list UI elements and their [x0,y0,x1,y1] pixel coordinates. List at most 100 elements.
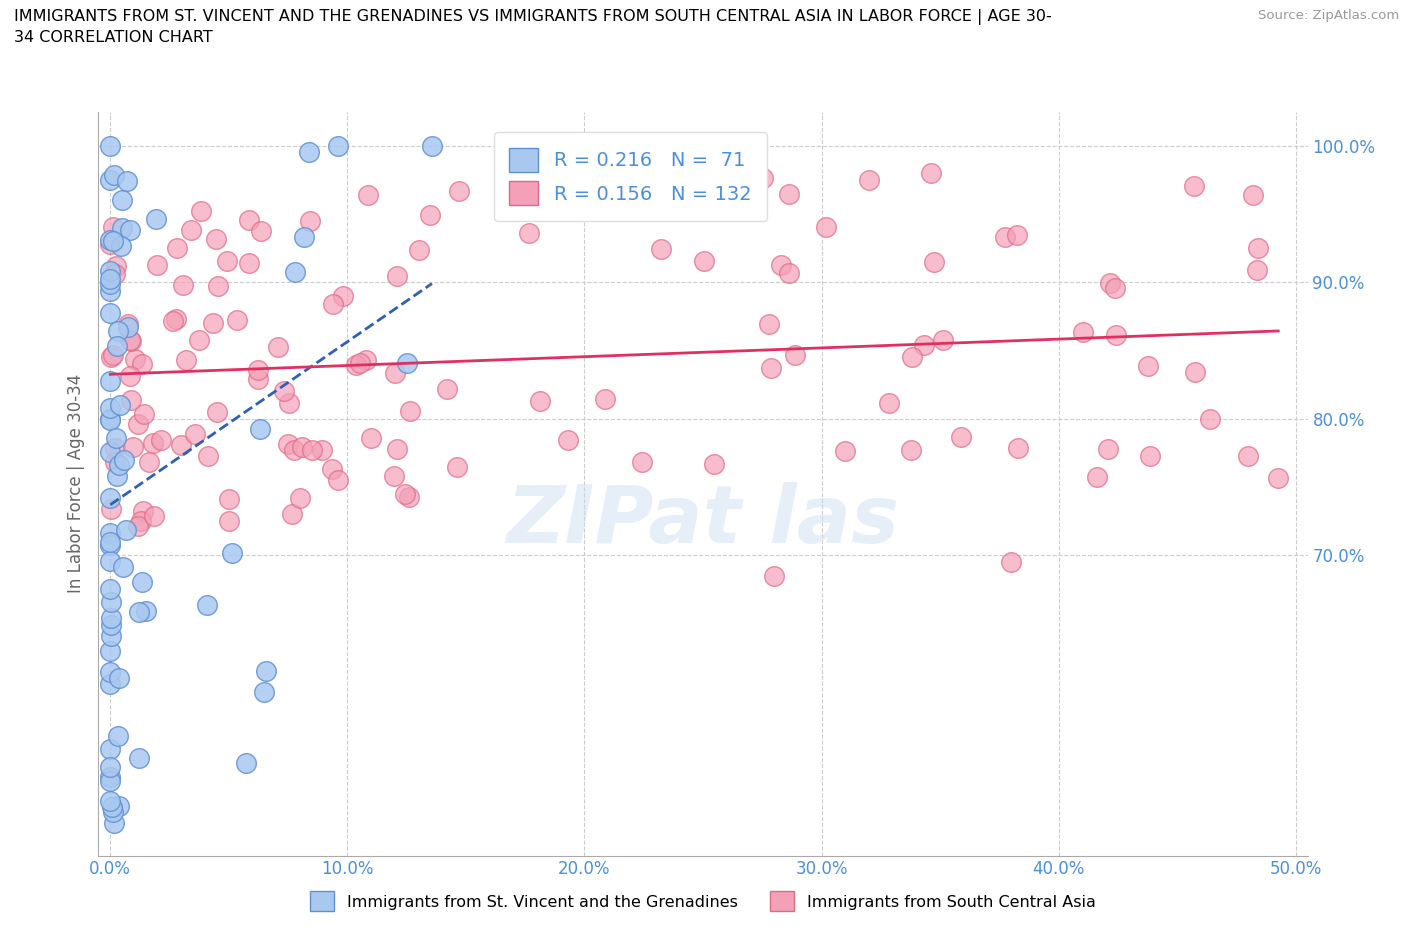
Point [103,233,125,248]
Point [107,324,129,339]
Point [98,793,121,808]
Point [197,448,219,463]
Point [101,804,124,819]
Point [135,603,157,618]
Point [924,255,946,270]
Point [98,676,121,691]
Point [98,139,121,153]
Point [104,455,127,470]
Point [131,357,153,372]
Point [98,742,121,757]
Point [98,172,121,187]
Point [127,518,149,533]
Point [146,258,169,272]
Text: ZIPat las: ZIPat las [506,482,900,560]
Point [100,594,122,609]
Point [247,363,270,378]
Point [201,315,224,330]
Point [204,232,226,246]
Point [238,213,260,228]
Text: Source: ZipAtlas.com: Source: ZipAtlas.com [1258,9,1399,22]
Point [283,443,305,458]
Point [1105,327,1128,342]
Point [877,395,900,410]
Point [250,224,273,239]
Point [205,405,228,419]
Point [1198,412,1220,427]
Point [98,412,121,427]
Point [235,755,257,770]
Point [98,412,121,427]
Point [101,800,124,815]
Point [344,358,367,373]
Point [103,441,125,456]
Point [322,297,344,312]
Point [98,491,121,506]
Point [103,816,125,830]
Point [326,472,349,487]
Point [994,230,1017,245]
Point [1237,449,1260,464]
Point [100,501,122,516]
Point [277,395,299,410]
Point [101,347,124,362]
Point [149,432,172,447]
Point [108,799,131,814]
Point [190,204,212,219]
Point [858,172,880,187]
Point [98,284,121,299]
Point [557,432,579,447]
Point [120,332,142,347]
Point [100,611,122,626]
Point [349,355,371,370]
Point [134,407,156,422]
Point [900,350,922,365]
Point [357,188,380,203]
Point [221,546,243,561]
Point [100,629,122,644]
Point [218,514,240,529]
Point [436,382,458,397]
Point [98,525,121,540]
Point [650,241,672,256]
Point [288,490,311,505]
Point [1136,358,1159,373]
Point [117,319,139,334]
Point [104,259,127,273]
Point [1184,365,1206,379]
Point [900,443,922,458]
Point [98,770,121,785]
Point [98,554,121,569]
Point [446,459,468,474]
Point [117,317,139,332]
Point [98,271,121,286]
Point [218,492,240,507]
Point [301,442,323,457]
Point [166,241,188,256]
Point [108,398,131,413]
Point [122,439,145,454]
Point [98,232,121,247]
Point [132,504,155,519]
Point [249,421,271,436]
Point [100,618,122,632]
Point [291,440,314,455]
Point [408,242,430,257]
Point [394,486,416,501]
Point [758,316,780,331]
Point [932,333,955,348]
Point [1104,281,1126,296]
Point [174,352,197,367]
Point [129,513,152,528]
Point [420,139,443,153]
Point [112,452,135,467]
Point [195,598,218,613]
Point [517,225,540,240]
Point [385,268,408,283]
Point [120,334,142,349]
Point [104,431,127,445]
Point [326,139,349,153]
Point [1087,470,1109,485]
Point [912,338,935,352]
Point [114,523,136,538]
